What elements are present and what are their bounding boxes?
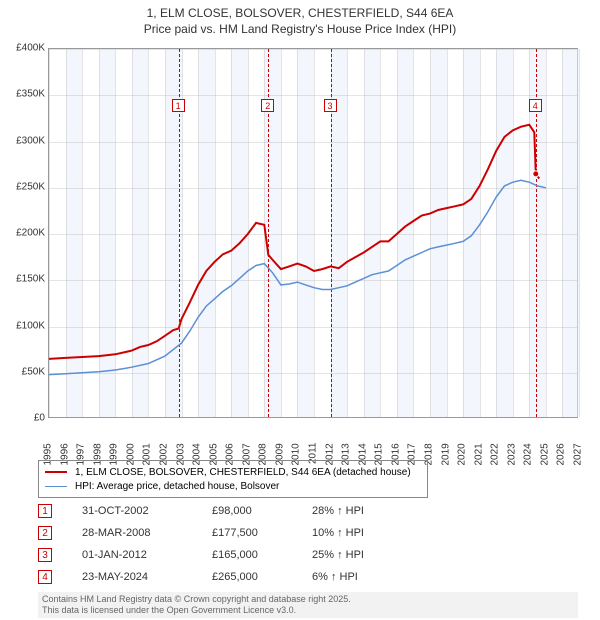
tx-price: £165,000 bbox=[212, 549, 312, 561]
legend-label: 1, ELM CLOSE, BOLSOVER, CHESTERFIELD, S4… bbox=[75, 467, 411, 478]
tx-marker-1: 1 bbox=[172, 99, 185, 112]
tx-row: 1 31-OCT-2002£98,00028% ↑ HPI bbox=[38, 500, 412, 522]
legend: 1, ELM CLOSE, BOLSOVER, CHESTERFIELD, S4… bbox=[38, 460, 428, 498]
tx-marker-2: 2 bbox=[261, 99, 274, 112]
legend-item-hpi: HPI: Average price, detached house, Bols… bbox=[45, 479, 421, 493]
footer-line1: Contains HM Land Registry data © Crown c… bbox=[42, 594, 574, 605]
x-tick-label: 2019 bbox=[440, 443, 451, 465]
y-tick-label: £300K bbox=[16, 135, 45, 146]
title-line2: Price paid vs. HM Land Registry's House … bbox=[0, 22, 600, 38]
line-chart-svg bbox=[49, 49, 579, 419]
tx-date: 01-JAN-2012 bbox=[82, 549, 212, 561]
x-tick-label: 2023 bbox=[506, 443, 517, 465]
y-tick-label: £100K bbox=[16, 320, 45, 331]
tx-price: £177,500 bbox=[212, 527, 312, 539]
y-tick-label: £200K bbox=[16, 228, 45, 239]
tx-date: 28-MAR-2008 bbox=[82, 527, 212, 539]
tx-row: 4 23-MAY-2024£265,0006% ↑ HPI bbox=[38, 566, 412, 588]
tx-row: 2 28-MAR-2008£177,50010% ↑ HPI bbox=[38, 522, 412, 544]
y-tick-label: £250K bbox=[16, 181, 45, 192]
y-tick-label: £50K bbox=[22, 366, 45, 377]
tx-marker-4: 4 bbox=[529, 99, 542, 112]
x-tick-label: 2021 bbox=[473, 443, 484, 465]
legend-label: HPI: Average price, detached house, Bols… bbox=[75, 481, 279, 492]
tx-index: 2 bbox=[38, 526, 52, 540]
footer-attribution: Contains HM Land Registry data © Crown c… bbox=[38, 592, 578, 618]
title-line1: 1, ELM CLOSE, BOLSOVER, CHESTERFIELD, S4… bbox=[0, 6, 600, 22]
transactions-table: 1 31-OCT-2002£98,00028% ↑ HPI 2 28-MAR-2008… bbox=[38, 500, 412, 588]
tx-price: £98,000 bbox=[212, 505, 312, 517]
legend-item-price-paid: 1, ELM CLOSE, BOLSOVER, CHESTERFIELD, S4… bbox=[45, 465, 421, 479]
series-hpi bbox=[49, 180, 546, 374]
tx-delta: 6% ↑ HPI bbox=[312, 571, 412, 583]
chart-plot-area: 1 2 3 4 bbox=[48, 48, 578, 418]
x-tick-label: 2024 bbox=[523, 443, 534, 465]
tx-index: 1 bbox=[38, 504, 52, 518]
footer-line2: This data is licensed under the Open Gov… bbox=[42, 605, 574, 616]
y-tick-label: £400K bbox=[16, 43, 45, 54]
y-tick-label: £0 bbox=[34, 413, 45, 424]
chart-title: 1, ELM CLOSE, BOLSOVER, CHESTERFIELD, S4… bbox=[0, 0, 600, 37]
legend-swatch bbox=[45, 471, 67, 473]
tx-delta: 10% ↑ HPI bbox=[312, 527, 412, 539]
x-tick-label: 2027 bbox=[573, 443, 584, 465]
tx-date: 31-OCT-2002 bbox=[82, 505, 212, 517]
tx-index: 4 bbox=[38, 570, 52, 584]
x-tick-label: 2025 bbox=[539, 443, 550, 465]
y-tick-label: £150K bbox=[16, 274, 45, 285]
series-price_paid bbox=[49, 125, 539, 359]
y-tick-label: £350K bbox=[16, 89, 45, 100]
x-tick-label: 2022 bbox=[490, 443, 501, 465]
x-tick-label: 2020 bbox=[457, 443, 468, 465]
legend-swatch bbox=[45, 486, 67, 487]
tx-row: 3 01-JAN-2012£165,00025% ↑ HPI bbox=[38, 544, 412, 566]
tx-price: £265,000 bbox=[212, 571, 312, 583]
x-tick-label: 2026 bbox=[556, 443, 567, 465]
tx-delta: 25% ↑ HPI bbox=[312, 549, 412, 561]
tx-date: 23-MAY-2024 bbox=[82, 571, 212, 583]
tx-delta: 28% ↑ HPI bbox=[312, 505, 412, 517]
tx-marker-3: 3 bbox=[324, 99, 337, 112]
tx-index: 3 bbox=[38, 548, 52, 562]
